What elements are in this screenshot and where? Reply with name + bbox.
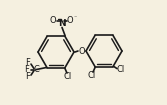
Text: N: N [58,19,66,28]
Text: O: O [50,16,56,25]
Text: Cl: Cl [117,65,125,74]
Text: Cl: Cl [88,71,96,80]
Text: O: O [67,16,73,25]
Text: F: F [26,58,30,67]
Text: F: F [25,65,29,74]
Text: C: C [33,65,39,74]
Text: F: F [26,72,30,81]
Text: O: O [79,47,85,56]
Text: ⁻: ⁻ [73,16,77,21]
Text: Cl: Cl [64,72,72,81]
